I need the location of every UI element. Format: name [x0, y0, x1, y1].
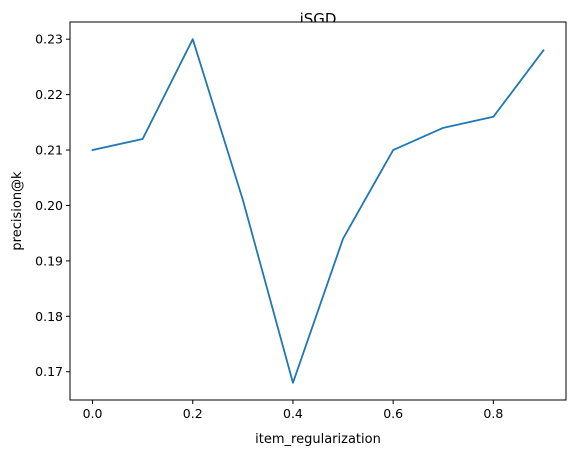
plot-frame — [69, 21, 567, 401]
x-axis: 0.0 0.2 0.4 0.6 0.8 — [83, 400, 503, 421]
y-tick-label: 0.18 — [35, 309, 63, 324]
x-axis-label: item_regularization — [255, 432, 381, 447]
x-tick-label: 0.8 — [483, 406, 503, 421]
y-tick-label: 0.21 — [35, 143, 63, 158]
y-axis: 0.17 0.18 0.19 0.20 0.21 0.22 0.23 — [35, 32, 70, 379]
y-tick-label: 0.19 — [35, 253, 63, 268]
y-tick-label: 0.23 — [35, 32, 63, 47]
y-axis-label: precision@k — [10, 171, 25, 251]
y-tick-label: 0.17 — [35, 364, 63, 379]
series-line — [91, 38, 545, 384]
y-tick-label: 0.22 — [35, 87, 63, 102]
x-tick-label: 0.6 — [383, 406, 403, 421]
y-tick-label: 0.20 — [35, 198, 63, 213]
x-tick-label: 0.4 — [283, 406, 303, 421]
x-tick-label: 0.0 — [83, 406, 103, 421]
series-group — [91, 38, 545, 384]
plot-area — [70, 22, 566, 400]
x-tick-label: 0.2 — [183, 406, 203, 421]
